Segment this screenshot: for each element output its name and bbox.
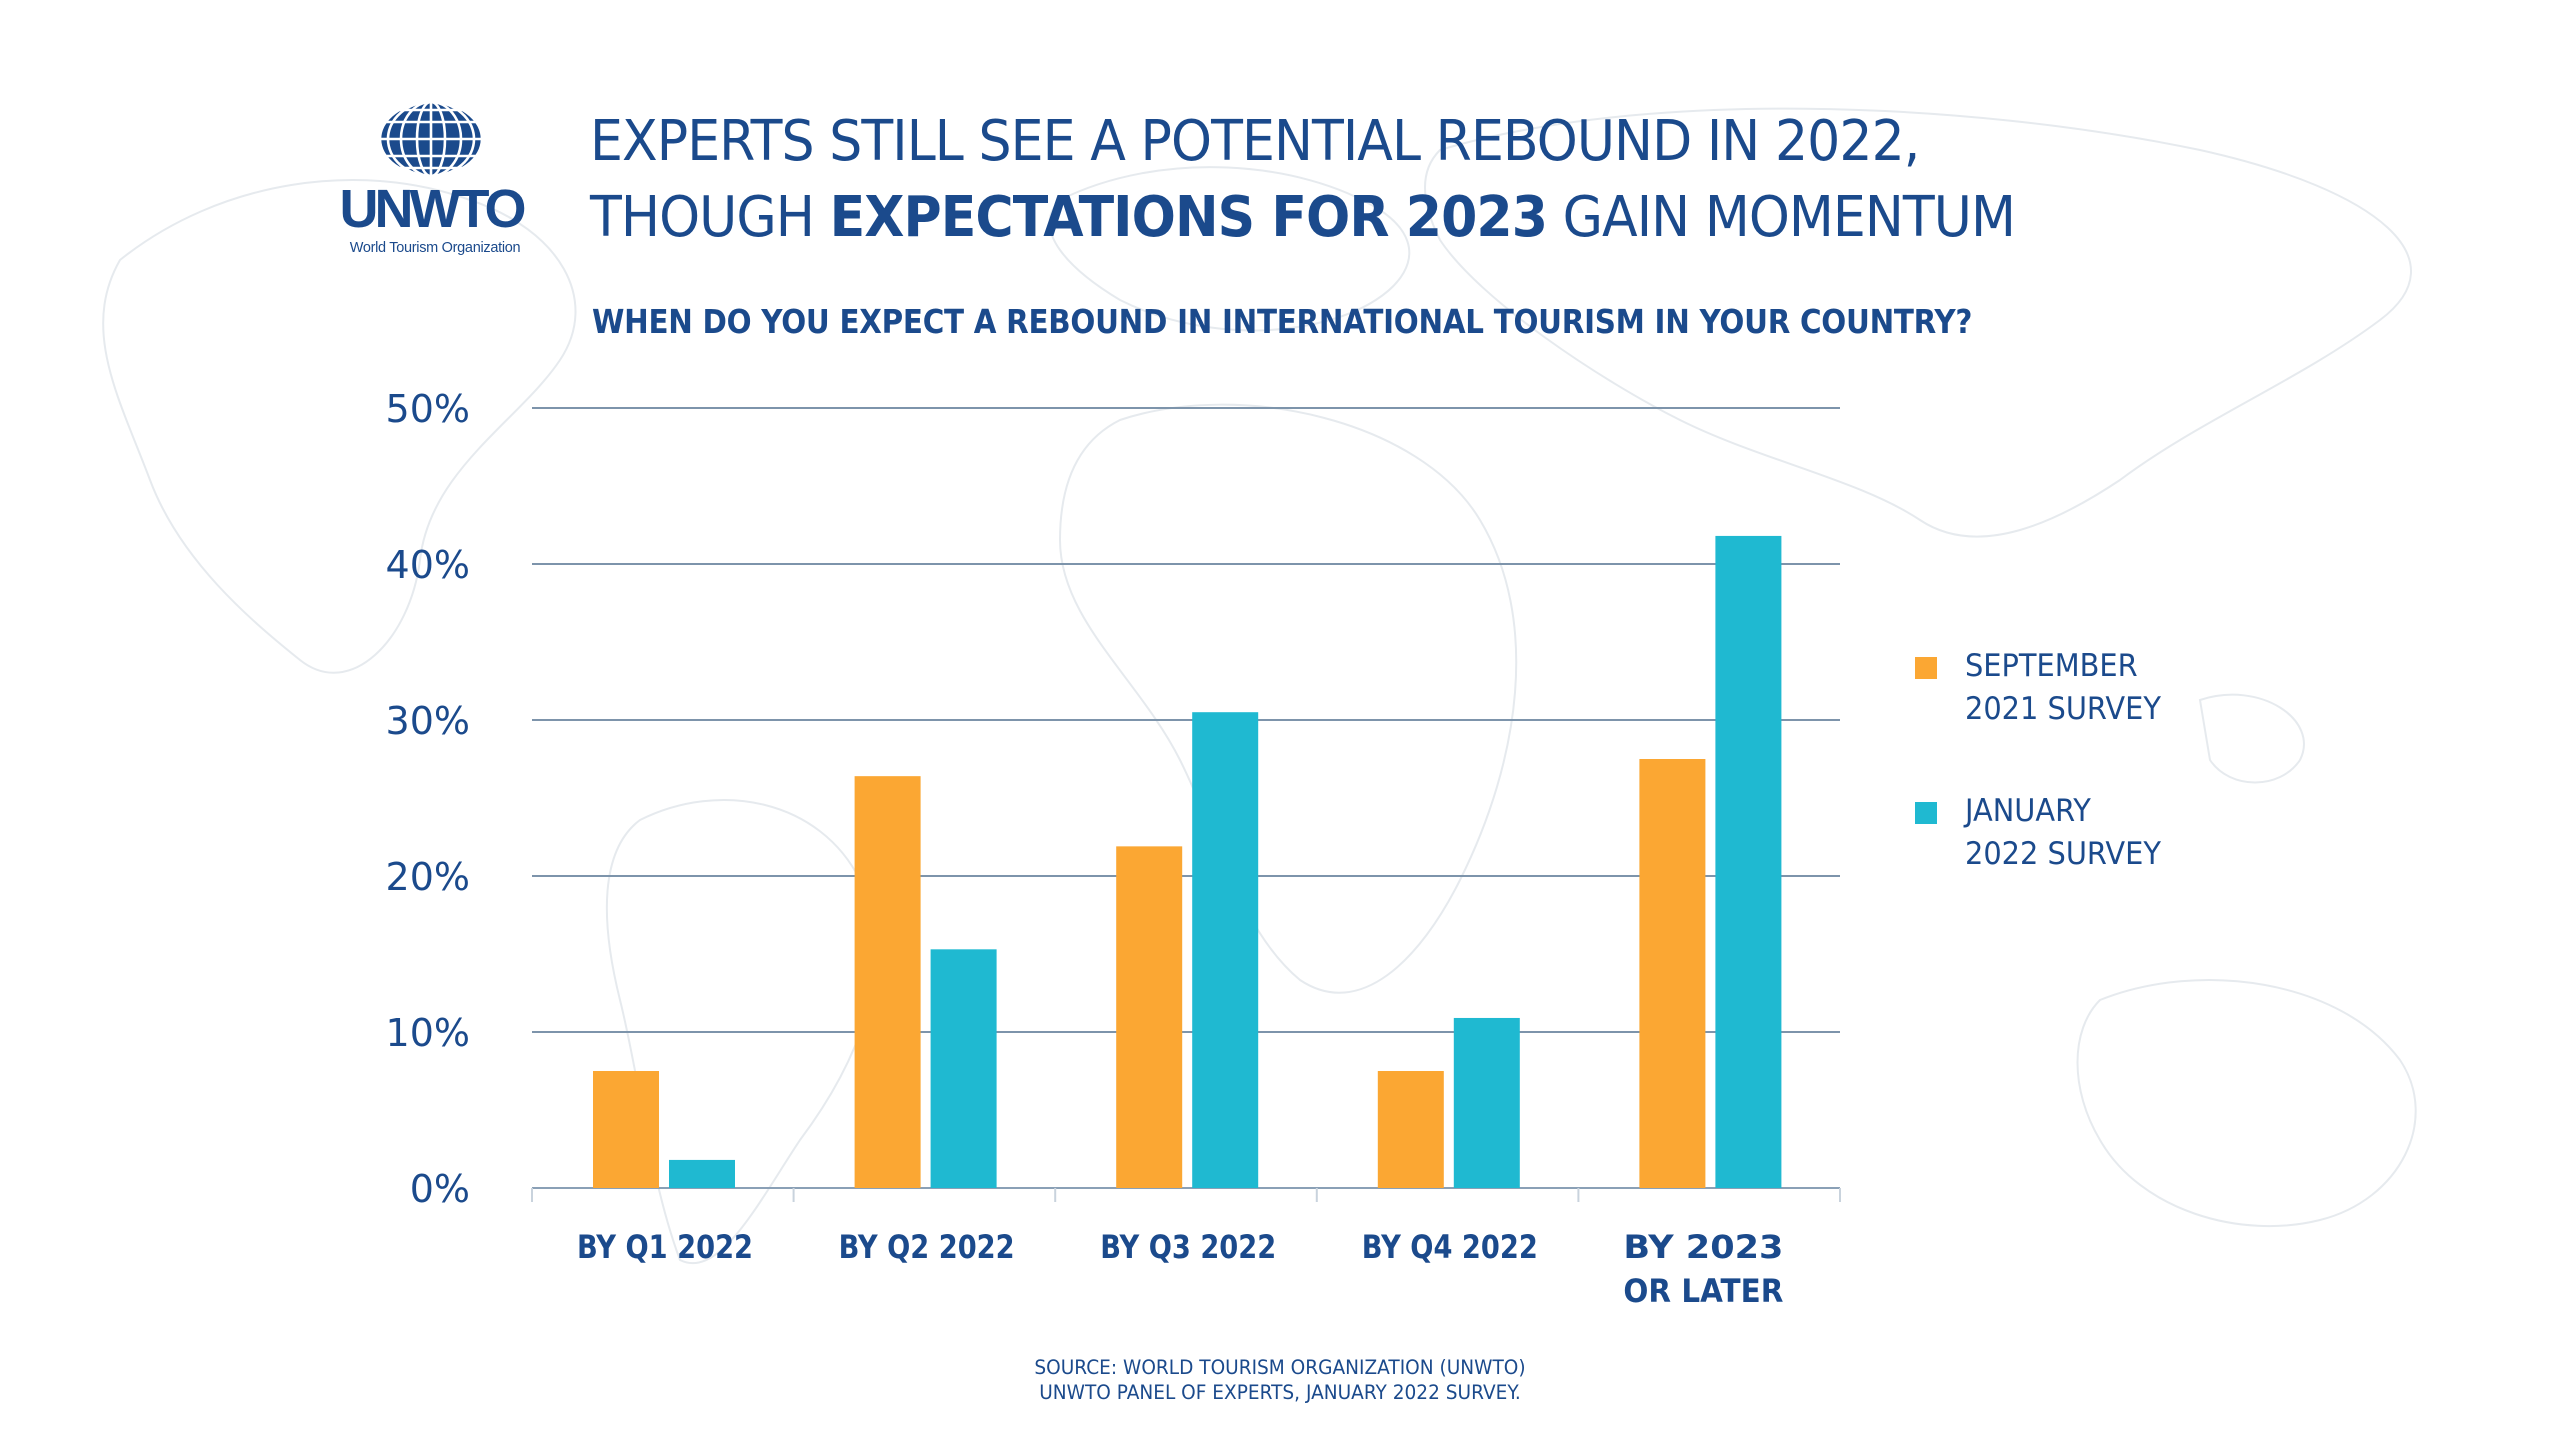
x-tick-label: BY Q1 2022 [577, 1228, 753, 1266]
title-line-2-emphasis: EXPECTATIONS FOR 2023 [829, 185, 1548, 250]
y-tick-label: 20% [386, 855, 470, 899]
y-tick-label: 50% [386, 387, 470, 431]
title-line-1: EXPERTS STILL SEE A POTENTIAL REBOUND IN… [590, 109, 1920, 174]
page-title: EXPERTS STILL SEE A POTENTIAL REBOUND IN… [590, 104, 2016, 256]
x-tick-label: BY Q3 2022 [1100, 1228, 1276, 1266]
x-tick-label: OR LATER [1623, 1272, 1783, 1310]
title-line-2: THOUGH EXPECTATIONS FOR 2023 GAIN MOMENT… [590, 180, 2016, 256]
bar-sep-2021 [1639, 759, 1706, 1188]
unwto-logo: UNWTO World Tourism Organization [336, 100, 526, 260]
x-tick-label: BY Q4 2022 [1362, 1228, 1538, 1266]
bar-jan-2022 [930, 949, 997, 1188]
bar-jan-2022 [1453, 1017, 1520, 1188]
bar-sep-2021 [1377, 1071, 1444, 1188]
y-tick-label: 0% [410, 1167, 470, 1211]
bar-jan-2022 [1192, 712, 1259, 1188]
x-tick-label: BY 2023 [1623, 1228, 1783, 1266]
bar-jan-2022 [669, 1159, 735, 1188]
y-tick-label: 30% [386, 699, 470, 743]
chart-question: WHEN DO YOU EXPECT A REBOUND IN INTERNAT… [592, 302, 1973, 341]
source-line-1: SOURCE: WORLD TOURISM ORGANIZATION (UNWT… [1034, 1356, 1526, 1379]
source-note: SOURCE: WORLD TOURISM ORGANIZATION (UNWT… [64, 1355, 2496, 1405]
legend-swatch-teal [1915, 802, 1937, 824]
title-line-2-prefix: THOUGH [590, 185, 830, 250]
title-line-2-suffix: GAIN MOMENTUM [1546, 185, 2016, 250]
logo-subtitle: World Tourism Organization [349, 240, 521, 256]
legend-label: JANUARY 2022 SURVEY [1965, 793, 2161, 872]
bar-sep-2021 [854, 776, 921, 1188]
legend-swatch-orange [1915, 657, 1937, 679]
source-line-2: UNWTO PANEL OF EXPERTS, JANUARY 2022 SUR… [1039, 1381, 1521, 1404]
logo-wordmark: UNWTO [339, 179, 527, 239]
x-tick-label: BY Q2 2022 [839, 1228, 1015, 1266]
bar-sep-2021 [593, 1071, 659, 1188]
globe-icon [378, 100, 484, 178]
legend-label: SEPTEMBER 2021 SURVEY [1965, 648, 2161, 727]
y-tick-label: 40% [386, 543, 470, 587]
bar-sep-2021 [1116, 846, 1183, 1188]
y-tick-label: 10% [386, 1011, 470, 1055]
bar-jan-2022 [1715, 535, 1782, 1188]
